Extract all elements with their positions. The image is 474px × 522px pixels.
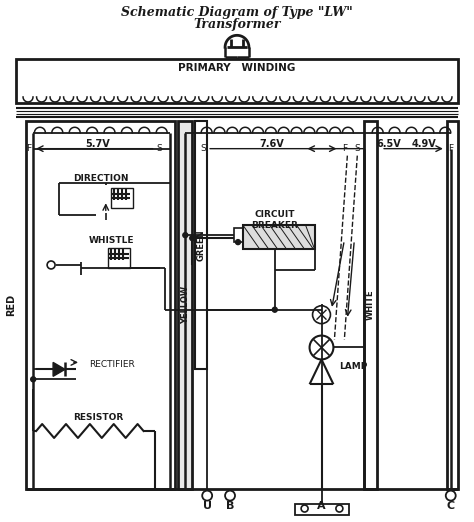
Polygon shape xyxy=(53,362,65,376)
Text: RESISTOR: RESISTOR xyxy=(73,412,123,422)
Text: Transformer: Transformer xyxy=(193,18,281,31)
Text: U: U xyxy=(203,501,212,511)
Text: 5.7V: 5.7V xyxy=(85,139,110,149)
Bar xyxy=(108,248,129,268)
Text: RED: RED xyxy=(6,294,16,316)
Text: A: A xyxy=(317,501,326,511)
Text: Schematic Diagram of Type "LW": Schematic Diagram of Type "LW" xyxy=(121,6,353,19)
Circle shape xyxy=(183,233,188,238)
Bar xyxy=(447,121,458,489)
Text: WHITE: WHITE xyxy=(366,289,375,320)
Text: C: C xyxy=(447,501,455,511)
Text: S: S xyxy=(200,144,206,153)
Text: F: F xyxy=(342,144,347,153)
Circle shape xyxy=(236,240,240,245)
Text: S: S xyxy=(157,144,163,153)
Circle shape xyxy=(31,377,36,382)
Text: 4.9V: 4.9V xyxy=(411,139,436,149)
Text: WHISTLE: WHISTLE xyxy=(89,235,134,245)
Text: DIRECTION: DIRECTION xyxy=(73,174,128,183)
Text: GREEN: GREEN xyxy=(197,229,206,261)
Bar xyxy=(295,504,349,515)
Bar xyxy=(26,121,175,489)
Bar xyxy=(243,225,315,249)
Bar xyxy=(111,188,133,208)
Bar xyxy=(364,121,377,489)
Bar xyxy=(195,121,207,370)
Text: YELLOW: YELLOW xyxy=(181,286,190,324)
Text: F: F xyxy=(448,144,453,153)
Bar xyxy=(16,59,458,103)
Text: RECTIFIER: RECTIFIER xyxy=(89,360,135,369)
Text: 7.6V: 7.6V xyxy=(259,139,284,149)
Circle shape xyxy=(272,307,277,312)
Text: PRIMARY   WINDING: PRIMARY WINDING xyxy=(178,63,296,73)
Text: S: S xyxy=(355,144,360,153)
Bar xyxy=(234,228,243,242)
Text: F: F xyxy=(26,144,31,153)
Circle shape xyxy=(190,235,195,241)
Text: CIRCUIT
BREAKER: CIRCUIT BREAKER xyxy=(251,210,298,230)
Bar xyxy=(178,121,192,489)
Text: 6.5V: 6.5V xyxy=(377,139,401,149)
Text: B: B xyxy=(226,501,234,511)
Text: LAMP: LAMP xyxy=(339,362,368,371)
